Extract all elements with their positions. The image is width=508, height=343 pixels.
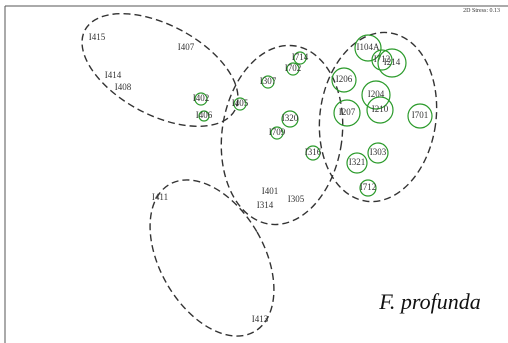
bubble xyxy=(261,75,275,89)
point-label: I405 xyxy=(232,98,249,108)
point-label: I402 xyxy=(193,93,210,103)
cluster-ellipse xyxy=(81,12,239,128)
point-label: I709 xyxy=(269,127,286,137)
point-label: I320 xyxy=(282,113,299,123)
bubble xyxy=(377,48,407,78)
point-label: I401 xyxy=(262,186,279,196)
cluster-ellipse xyxy=(318,31,438,203)
point-label: I406 xyxy=(196,110,213,120)
point-label: I408 xyxy=(115,82,132,92)
annotation: F. profunda xyxy=(378,289,480,314)
point-label: I714 xyxy=(292,52,309,62)
bubble xyxy=(359,179,377,197)
point-label: I104A xyxy=(357,42,380,52)
bubble xyxy=(371,49,393,71)
bubble xyxy=(333,99,361,127)
point-label: I206 xyxy=(336,74,353,84)
point-label: I314 xyxy=(257,200,274,210)
bubble xyxy=(407,103,433,129)
bubble xyxy=(281,110,299,128)
bubble xyxy=(194,92,208,106)
point-label: I303 xyxy=(370,147,387,157)
stress-label: 2D Stress: 0.13 xyxy=(463,8,500,14)
point-label: I305 xyxy=(288,194,305,204)
bubble xyxy=(233,97,247,111)
point-label: I712 xyxy=(360,182,377,192)
point-label: I415 xyxy=(89,32,106,42)
point-label: I321 xyxy=(349,157,366,167)
point-label: I204 xyxy=(368,89,385,99)
bubble xyxy=(354,34,382,62)
point-label: I701 xyxy=(412,110,429,120)
point-label: I413 xyxy=(252,314,269,324)
point-label: I407 xyxy=(178,42,195,52)
bubble xyxy=(346,152,368,174)
point-label: I316 xyxy=(305,147,322,157)
point-label: I414 xyxy=(105,70,122,80)
point-label: I411 xyxy=(152,192,168,202)
bubble xyxy=(331,67,357,93)
cluster-ellipse xyxy=(149,179,275,337)
bubble xyxy=(305,145,321,161)
bubble xyxy=(361,80,391,110)
cluster-ellipse xyxy=(220,44,344,226)
bubble xyxy=(367,142,389,164)
point-label: I307 xyxy=(260,76,277,86)
bubble xyxy=(293,51,307,65)
point-label: I207 xyxy=(339,107,356,117)
bubble xyxy=(366,96,394,124)
point-label: I712 xyxy=(374,54,391,64)
point-label: I210 xyxy=(372,104,389,114)
bubble xyxy=(286,62,300,76)
bubble xyxy=(198,110,210,122)
bubble xyxy=(270,126,284,140)
point-label: I702 xyxy=(285,63,302,73)
point-label: I214 xyxy=(384,57,401,67)
